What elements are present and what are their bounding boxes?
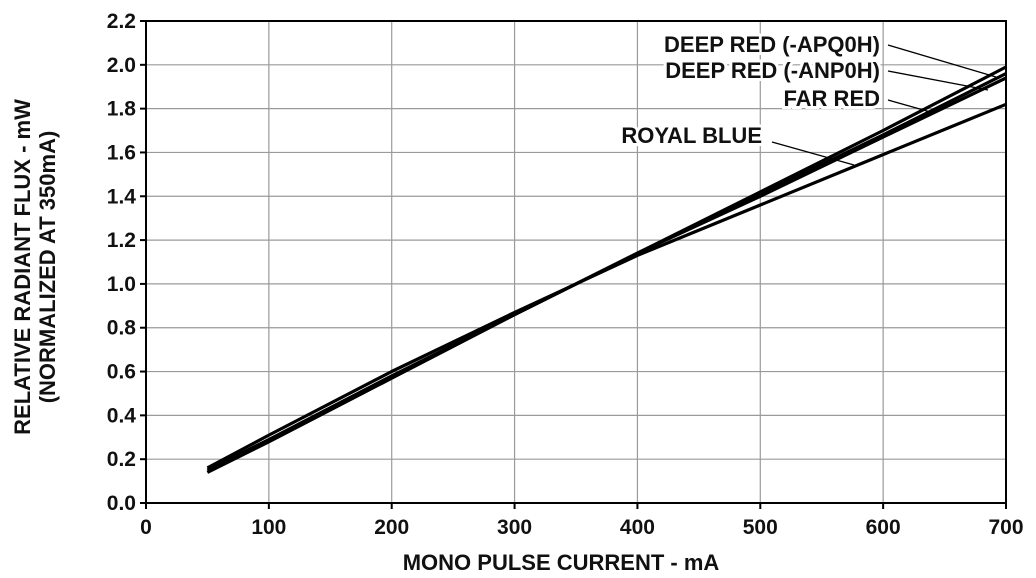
x-tick-label: 400 xyxy=(620,516,655,539)
x-tick-label: 600 xyxy=(866,516,901,539)
x-tick-label: 200 xyxy=(374,516,409,539)
plot-frame xyxy=(145,20,1007,504)
y-tick-label: 0.4 xyxy=(107,404,137,427)
series-line xyxy=(206,72,1007,474)
y-tick-label: 0.2 xyxy=(107,448,136,471)
x-axis-label: MONO PULSE CURRENT - mA xyxy=(403,550,720,575)
y-tick-label: 0.0 xyxy=(107,492,136,515)
y-tick-label: 2.0 xyxy=(107,54,136,77)
y-tick-label: 0.6 xyxy=(107,361,136,384)
leader-line xyxy=(887,44,997,78)
y-axis-label: RELATIVE RADIANT FLUX - mW xyxy=(10,99,35,435)
leader-line xyxy=(887,99,935,114)
x-tick-label: 100 xyxy=(251,516,286,539)
leader-line xyxy=(771,141,855,166)
y-tick-label: 0.8 xyxy=(107,317,137,340)
series-labels: DEEP RED (-APQ0H)DEEP RED (-ANP0H) FAR RE… xyxy=(618,29,883,151)
x-tick-label: 500 xyxy=(743,516,778,539)
x-tick-label: 700 xyxy=(988,516,1023,539)
x-tick-label: 300 xyxy=(497,516,532,539)
leader-line xyxy=(887,70,989,91)
y-tick-label: 1.8 xyxy=(107,98,137,121)
y-axis-label-note: (NORMALIZED AT 350mA) xyxy=(35,131,60,404)
series-label: ROYAL BLUE xyxy=(621,123,762,148)
series-lines xyxy=(206,65,1007,474)
series-line xyxy=(206,102,1007,470)
series-label: FAR RED xyxy=(783,86,880,111)
y-tick-label: 1.6 xyxy=(107,141,136,164)
y-tick-label: 1.0 xyxy=(107,273,136,296)
series-label: DEEP RED (-APQ0H) xyxy=(664,32,880,57)
label-leader-lines xyxy=(771,44,997,166)
y-tick-label: 2.2 xyxy=(107,10,136,33)
y-axis-ticks: 0.0 0.2 0.4 0.6 0.8 1.0 1.2 1.4 1.6 1.8 2.0 2.2 xyxy=(107,10,146,515)
x-tick-label: 0 xyxy=(140,516,152,539)
y-tick-label: 1.4 xyxy=(107,185,137,208)
series-label: DEEP RED (-ANP0H) xyxy=(665,58,880,83)
x-axis-ticks: 0 100 200 300 400 500 600 700 xyxy=(140,503,1024,539)
y-tick-label: 1.2 xyxy=(107,229,136,252)
